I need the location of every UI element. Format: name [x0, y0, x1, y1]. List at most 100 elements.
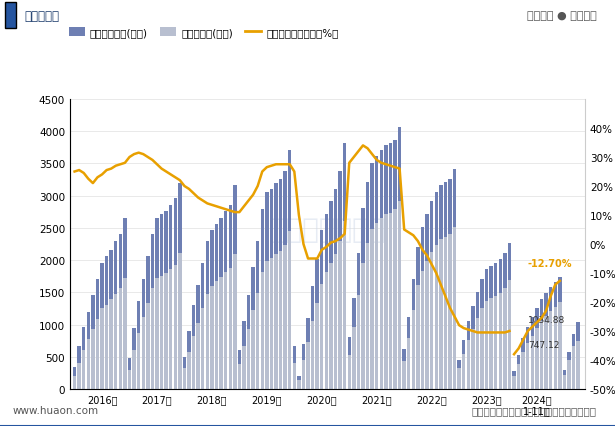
Bar	[343, 144, 346, 389]
Bar	[96, 280, 99, 389]
Bar	[311, 321, 314, 389]
Bar	[563, 374, 566, 389]
Text: -12.70%: -12.70%	[528, 259, 573, 269]
Bar	[141, 318, 145, 389]
Bar	[137, 333, 140, 389]
Bar	[416, 285, 419, 389]
Bar	[370, 229, 374, 389]
Bar	[467, 340, 470, 389]
Bar	[247, 295, 250, 389]
Bar	[421, 271, 424, 389]
Bar	[531, 318, 534, 389]
Bar	[188, 331, 191, 389]
Bar	[320, 231, 323, 389]
Bar	[357, 295, 360, 389]
Bar	[462, 340, 466, 389]
Bar	[100, 264, 104, 389]
Bar	[237, 351, 241, 389]
Bar	[494, 263, 498, 389]
Bar	[490, 299, 493, 389]
Bar	[87, 312, 90, 389]
Bar	[288, 232, 292, 389]
Bar	[458, 360, 461, 389]
Bar	[302, 344, 305, 389]
Bar	[91, 329, 95, 389]
Bar	[384, 145, 387, 389]
Bar	[178, 253, 181, 389]
Bar	[517, 364, 520, 389]
Bar	[242, 321, 245, 389]
Bar	[274, 184, 278, 389]
Bar	[361, 263, 365, 389]
Bar	[132, 351, 136, 389]
Bar	[320, 284, 323, 389]
Bar	[91, 295, 95, 389]
Bar	[448, 235, 451, 389]
Bar	[297, 376, 301, 389]
Bar	[366, 183, 369, 389]
Bar	[274, 255, 278, 389]
Bar	[361, 208, 365, 389]
Bar	[343, 221, 346, 389]
Bar	[284, 171, 287, 389]
Bar	[196, 323, 200, 389]
Bar	[229, 268, 232, 389]
Bar	[490, 266, 493, 389]
Bar	[173, 199, 177, 389]
Bar	[173, 265, 177, 389]
Bar	[476, 318, 479, 389]
Bar	[430, 202, 434, 389]
Bar	[123, 278, 127, 389]
Bar	[146, 304, 149, 389]
Bar	[347, 337, 351, 389]
Bar	[325, 273, 328, 389]
Bar	[576, 322, 580, 389]
Bar	[522, 338, 525, 389]
Bar	[279, 179, 282, 389]
Bar	[407, 338, 410, 389]
Bar	[192, 305, 196, 389]
Bar	[169, 205, 172, 389]
Bar	[522, 352, 525, 389]
Bar	[329, 202, 333, 389]
Bar	[77, 363, 81, 389]
Bar	[270, 259, 273, 389]
Bar	[503, 253, 507, 389]
Bar	[137, 302, 140, 389]
Bar	[435, 193, 438, 389]
Bar	[347, 355, 351, 389]
Bar	[549, 288, 552, 389]
Bar	[549, 311, 552, 389]
Bar	[87, 340, 90, 389]
Bar	[526, 327, 530, 389]
Bar	[416, 247, 419, 389]
Bar	[352, 299, 355, 389]
Bar	[256, 242, 260, 389]
Bar	[329, 263, 333, 389]
Bar	[256, 293, 260, 389]
Bar	[141, 279, 145, 389]
Bar	[394, 141, 397, 389]
Bar	[375, 157, 378, 389]
Bar	[357, 253, 360, 389]
Bar	[306, 343, 310, 389]
Bar	[567, 352, 571, 389]
Text: 专业严谨 ● 客观科学: 专业严谨 ● 客观科学	[527, 11, 597, 21]
Bar	[229, 205, 232, 389]
Bar	[252, 310, 255, 389]
Bar	[503, 288, 507, 389]
Bar	[338, 171, 342, 389]
Bar	[146, 256, 149, 389]
Bar	[567, 360, 571, 389]
Bar	[183, 357, 186, 389]
Bar	[540, 322, 543, 389]
Bar	[114, 242, 117, 389]
Bar	[73, 367, 76, 389]
Bar	[389, 213, 392, 389]
Bar	[389, 144, 392, 389]
Bar	[306, 318, 310, 389]
Bar	[242, 346, 245, 389]
Bar	[338, 242, 342, 389]
Bar	[352, 327, 355, 389]
Bar	[485, 301, 488, 389]
